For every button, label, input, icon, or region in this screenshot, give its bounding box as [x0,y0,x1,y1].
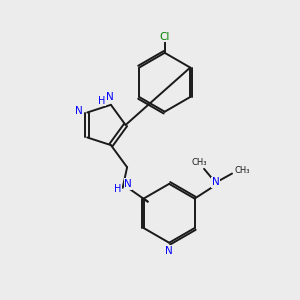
Text: H: H [98,96,105,106]
Text: N: N [165,246,173,256]
Text: CH₃: CH₃ [235,166,250,175]
Text: N: N [106,92,113,102]
Text: N: N [75,106,83,116]
Text: Cl: Cl [160,32,170,42]
Text: H: H [114,184,121,194]
Text: N: N [124,179,132,189]
Text: N: N [212,177,220,188]
Text: CH₃: CH₃ [192,158,207,167]
